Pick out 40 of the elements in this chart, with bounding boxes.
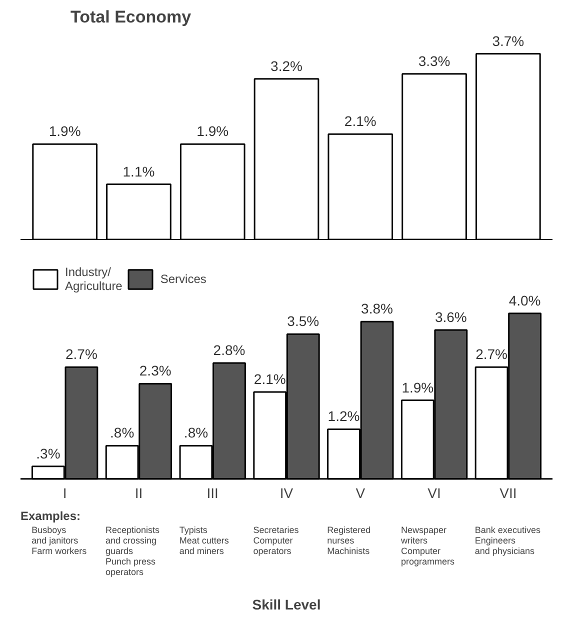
data-label: 2.7% [66, 346, 98, 362]
data-label: 2.7% [476, 346, 508, 362]
data-label: 3.7% [492, 32, 524, 49]
data-label: 3.6% [434, 308, 467, 325]
data-label: .8% [184, 424, 208, 441]
data-label: 3.5% [287, 313, 320, 330]
text: Typists Meat cutters and miners [179, 524, 230, 556]
data-label: .3% [36, 445, 60, 462]
x-tick-label: V [356, 484, 366, 501]
x-tick-label: II [134, 484, 143, 501]
x-tick-label: VI [428, 484, 441, 501]
legend-label: Services [160, 272, 206, 286]
legend-label: Industry/ Agriculture [65, 265, 122, 293]
data-label: 1.1% [122, 163, 155, 180]
data-label: 2.1% [254, 370, 286, 387]
x-axis-title: Skill Level [252, 596, 321, 612]
x-tick-label: III [206, 484, 218, 501]
data-label: 3.3% [418, 52, 450, 69]
data-label: 4.0% [508, 292, 541, 308]
data-label: 1.9% [196, 123, 229, 140]
text: Bank executives Engineers and physicians [474, 524, 541, 556]
text: Busboys and janitors Farm workers [32, 524, 88, 556]
data-label: 3.2% [270, 58, 302, 74]
text: Examples: [20, 508, 81, 523]
data-label: 1.2% [328, 408, 360, 424]
x-tick-label: IV [280, 484, 294, 501]
x-tick-label: I [62, 484, 67, 501]
x-tick-label: VII [500, 484, 517, 501]
data-label: 2.8% [213, 342, 246, 358]
text: Secretaries Computer operators [253, 524, 300, 556]
chart-title: Total Economy [70, 8, 192, 26]
data-label: 2.3% [139, 362, 172, 379]
text: Registered nurses Machinists [327, 524, 371, 556]
data-label: 3.8% [361, 300, 393, 317]
data-label: 1.9% [402, 379, 434, 396]
data-label: 2.1% [344, 113, 376, 130]
data-label: 1.9% [48, 123, 81, 140]
text: Newspaper writers Computer programmers [400, 524, 456, 566]
text: Receptionists and crossing guards Punch press operators [105, 524, 160, 577]
data-label: .8% [110, 424, 134, 441]
